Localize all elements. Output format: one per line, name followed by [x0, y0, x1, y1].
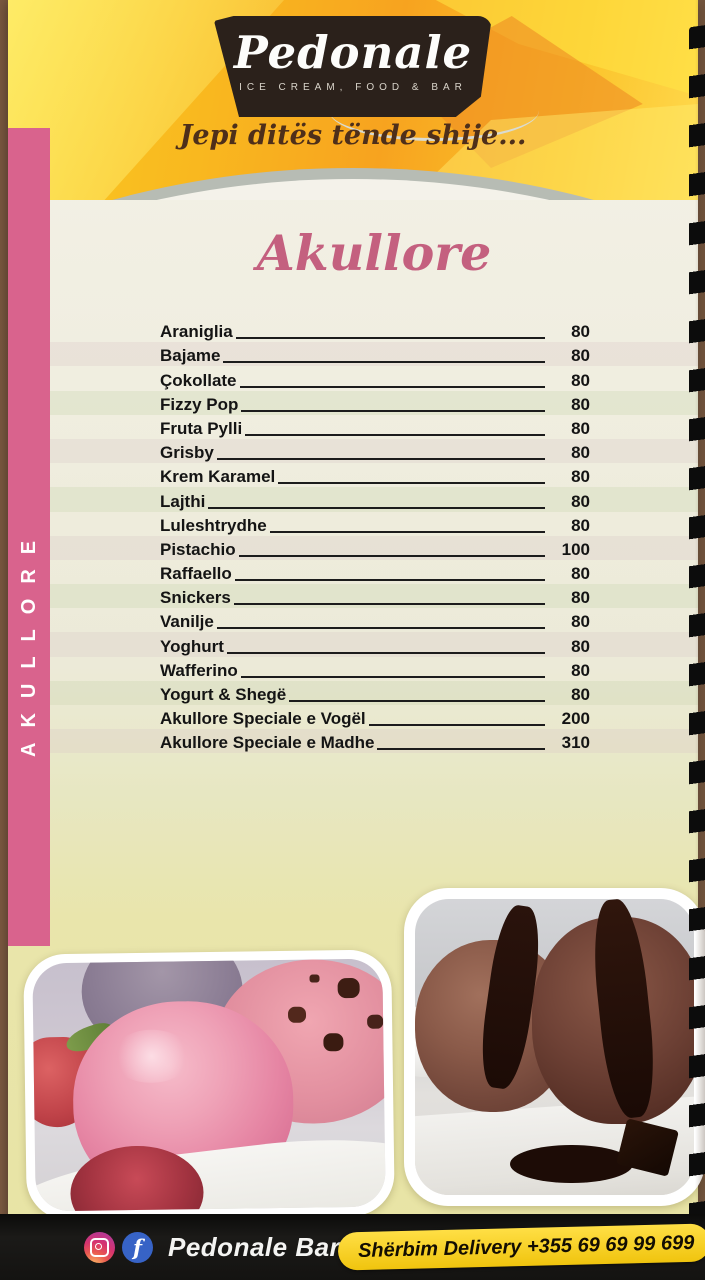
menu-item-row: Vanilje 80: [50, 608, 698, 632]
menu-item-row: Akullore Speciale e Madhe 310: [50, 729, 698, 754]
brand-logo: Pedonale ICE CREAM, FOOD & BAR: [214, 16, 492, 117]
chocolate-chips: [309, 974, 320, 983]
menu-item-price: 80: [571, 588, 590, 608]
leader-line: [240, 675, 545, 678]
menu-item-price: 100: [561, 539, 590, 559]
footer-brand-name: Pedonale Bar: [168, 1231, 341, 1262]
header-banner: Pedonale ICE CREAM, FOOD & BAR Jepi ditë…: [8, 0, 698, 200]
leader-line: [241, 409, 545, 412]
menu-item-row: Bajame 80: [50, 342, 698, 367]
leader-line: [208, 506, 545, 509]
leader-line: [223, 361, 545, 364]
menu-item-price: 80: [571, 467, 590, 487]
menu-item-price: 80: [571, 660, 590, 680]
menu-list: Araniglia 80 Bajame 80 Çokollate 80 Fizzy P…: [50, 318, 698, 754]
menu-item-name: Çokollate: [160, 370, 237, 390]
menu-item-price: 80: [571, 515, 590, 535]
menu-item-name: Akullore Speciale e Vogël: [160, 709, 366, 729]
menu-item-price: 80: [571, 322, 590, 342]
brand-name: Pedonale: [233, 26, 473, 79]
leader-line: [239, 385, 545, 388]
menu-item-price: 310: [561, 733, 590, 753]
leader-line: [377, 748, 545, 751]
footer-bar: f Pedonale Bar Shërbim Delivery +355 69 …: [0, 1214, 705, 1280]
leader-line: [226, 651, 545, 654]
menu-item-name: Bajame: [160, 346, 221, 366]
leader-line: [216, 627, 545, 630]
menu-item-price: 80: [571, 636, 590, 656]
menu-item-row: Grisby 80: [50, 438, 698, 464]
menu-item-row: Akullore Speciale e Vogël 200: [50, 705, 698, 729]
menu-page: Pedonale ICE CREAM, FOOD & BAR Jepi ditë…: [8, 0, 705, 1280]
leader-line: [278, 482, 545, 485]
leader-line: [368, 724, 545, 727]
menu-item-name: Fizzy Pop: [160, 394, 239, 414]
category-side-label: AKULLORE: [18, 525, 40, 757]
menu-item-name: Fruta Pylli: [160, 418, 243, 438]
menu-item-name: Krem Karamel: [160, 467, 276, 487]
menu-item-row: Luleshtrydhe 80: [50, 512, 698, 536]
menu-item-price: 80: [571, 685, 590, 704]
menu-item-row: Çokollate 80: [50, 366, 698, 390]
menu-item-price: 80: [571, 418, 590, 438]
menu-item-row: Snickers 80: [50, 584, 698, 609]
leader-line: [234, 579, 545, 582]
leader-line: [235, 337, 545, 340]
menu-item-name: Snickers: [160, 588, 231, 608]
menu-item-price: 80: [571, 346, 590, 366]
leader-line: [289, 700, 545, 702]
menu-item-row: Wafferino 80: [50, 657, 698, 681]
menu-item-row: Yoghurt 80: [50, 632, 698, 657]
menu-item-name: Pistachio: [160, 539, 236, 559]
leader-line: [216, 458, 545, 461]
brand-subtitle: ICE CREAM, FOOD & BAR: [239, 82, 467, 93]
menu-item-row: Krem Karamel 80: [50, 463, 698, 487]
facebook-icon: f: [122, 1231, 153, 1263]
menu-item-name: Akullore Speciale e Madhe: [160, 733, 375, 753]
menu-item-name: Araniglia: [160, 322, 233, 342]
leader-line: [245, 433, 545, 436]
logo-swoosh: [329, 80, 539, 141]
menu-item-row: Fruta Pylli 80: [50, 415, 698, 439]
menu-item-name: Wafferino: [160, 660, 238, 680]
menu-item-row: Raffaello 80: [50, 560, 698, 584]
menu-item-row: Lajthi 80: [50, 487, 698, 512]
menu-item-name: Yoghurt: [160, 636, 224, 656]
menu-item-price: 80: [571, 370, 590, 390]
menu-item-row: Yogurt & Shegë 80: [50, 680, 698, 705]
chocolate-sauce: [509, 1144, 633, 1184]
menu-item-name: Luleshtrydhe: [160, 515, 267, 535]
menu-item-row: Araniglia 80: [50, 318, 698, 342]
menu-item-price: 80: [571, 443, 590, 463]
strawberry-icecream-photo: [23, 949, 395, 1221]
leader-line: [238, 554, 545, 557]
menu-item-price: 80: [571, 491, 590, 511]
menu-item-name: Raffaello: [160, 564, 232, 584]
brand-tagline: Jepi ditës tënde shije...: [179, 120, 527, 151]
menu-item-name: Yogurt & Shegë: [160, 685, 287, 704]
menu-item-name: Lajthi: [160, 491, 206, 511]
leader-line: [233, 603, 545, 606]
instagram-camera-glyph: [90, 1237, 109, 1257]
menu-item-price: 80: [571, 612, 590, 632]
section-title: Akullore: [256, 224, 492, 282]
instagram-icon: [84, 1231, 115, 1263]
chocolate-icecream-photo-inner: [415, 899, 694, 1195]
menu-item-price: 80: [571, 564, 590, 584]
menu-item-row: Pistachio 100: [50, 535, 698, 560]
strawberry-icecream-photo-inner: [32, 958, 386, 1212]
leader-line: [269, 530, 545, 533]
spiral-binding: [689, 24, 705, 1218]
chocolate-icecream-photo: [404, 888, 705, 1206]
menu-item-price: 80: [571, 394, 590, 414]
menu-item-row: Fizzy Pop 80: [50, 390, 698, 415]
menu-item-name: Vanilje: [160, 612, 214, 632]
menu-item-name: Grisby: [160, 443, 214, 463]
delivery-phone-badge: Shërbim Delivery +355 69 69 99 699: [337, 1223, 705, 1271]
category-side-band: AKULLORE: [8, 128, 50, 946]
menu-item-price: 200: [561, 709, 590, 729]
